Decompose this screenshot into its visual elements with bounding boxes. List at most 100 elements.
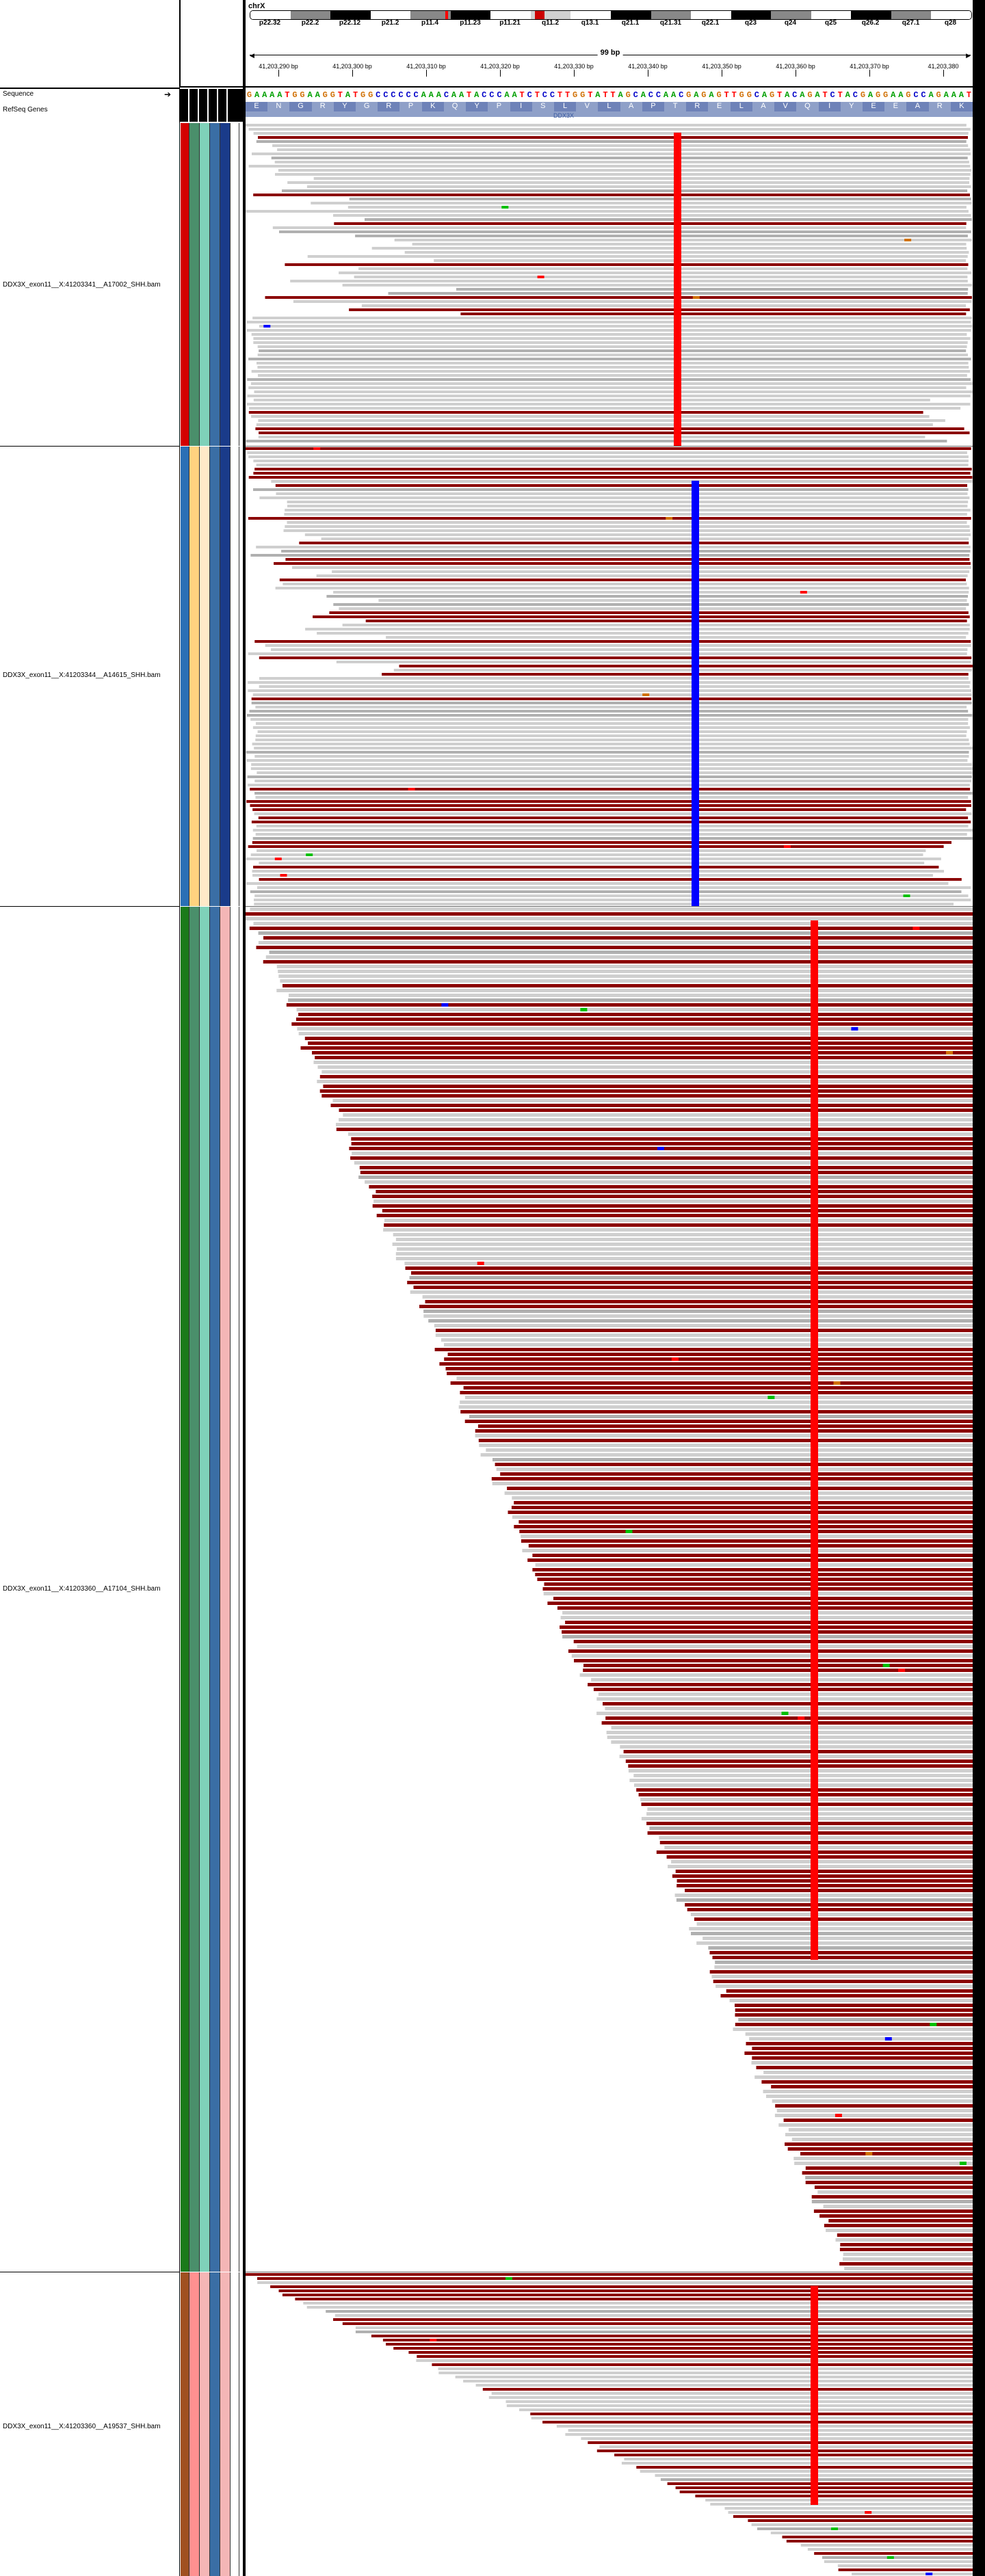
ideogram-band[interactable] <box>410 11 451 19</box>
read <box>274 161 969 163</box>
sequence-base: C <box>633 90 638 100</box>
bam-alignment-track[interactable] <box>246 123 973 446</box>
amino-acid: T <box>664 102 687 111</box>
bam-track-label-1[interactable]: DDX3X_exon11__X:41203341__A17002_SHH.bam <box>3 281 161 289</box>
read <box>628 1769 973 1772</box>
scrollbar[interactable] <box>973 0 985 2576</box>
read <box>776 2109 973 2112</box>
bam-alignment-track[interactable] <box>246 907 973 2272</box>
ideogram-band[interactable] <box>451 11 491 19</box>
ideogram-band[interactable] <box>931 11 971 19</box>
read <box>342 624 970 626</box>
amino-acid: R <box>686 102 709 111</box>
read <box>276 492 968 495</box>
alignment-reads-canvas <box>246 907 973 2270</box>
attribute-color-cell[interactable] <box>181 123 189 446</box>
ideogram-band[interactable] <box>731 11 772 19</box>
refseq-track-label[interactable]: RefSeq Genes <box>3 106 48 114</box>
bam-alignment-track[interactable] <box>246 447 973 906</box>
read-insert <box>695 2495 973 2497</box>
read <box>252 837 973 840</box>
chromosome-ideogram[interactable] <box>250 10 972 20</box>
read <box>306 185 971 188</box>
attribute-color-cell[interactable] <box>210 447 220 906</box>
attribute-color-cell[interactable] <box>210 907 220 2272</box>
read <box>292 566 972 569</box>
attribute-color-cell[interactable] <box>231 2272 239 2576</box>
panel-divider[interactable] <box>243 0 246 2576</box>
read <box>252 693 972 696</box>
read <box>702 1937 973 1940</box>
attribute-color-cell[interactable] <box>181 2272 189 2576</box>
read-insert <box>419 1305 973 1308</box>
amino-acid: P <box>488 102 510 111</box>
ideogram-band[interactable] <box>291 11 331 19</box>
read <box>287 501 969 503</box>
read <box>258 419 945 422</box>
attribute-color-cell[interactable] <box>231 907 239 2272</box>
ideogram-band[interactable] <box>490 11 531 19</box>
read <box>711 1975 973 1978</box>
ideogram-band[interactable] <box>811 11 852 19</box>
data-panel[interactable]: chrX p22.32 p22.2 p22.12 p21.2 p11.4 p11.23 p1… <box>246 0 973 2576</box>
ideogram-band[interactable] <box>891 11 932 19</box>
read <box>824 2560 973 2563</box>
attribute-color-cell[interactable] <box>189 447 200 906</box>
attribute-color-cell[interactable] <box>220 2272 231 2576</box>
read-mismatch <box>477 1262 484 1265</box>
sequence-base: C <box>376 90 381 100</box>
read-insert <box>350 1156 973 1160</box>
attribute-color-cell[interactable] <box>200 123 210 446</box>
bam-track-label-3[interactable]: DDX3X_exon11__X:41203360__A17104_SHH.bam <box>3 1585 161 1593</box>
centromere-marker <box>535 11 544 19</box>
attribute-color-cell[interactable] <box>200 447 210 906</box>
ideogram-band[interactable] <box>851 11 891 19</box>
sequence-track-label[interactable]: Sequence <box>3 90 34 98</box>
attribute-color-cell[interactable] <box>231 447 239 906</box>
attribute-color-cell[interactable] <box>200 907 210 2272</box>
ideogram-band[interactable] <box>611 11 651 19</box>
attribute-color-cell[interactable] <box>220 907 231 2272</box>
attribute-color-cell[interactable] <box>189 2272 200 2576</box>
attribute-sequence-row <box>180 89 243 122</box>
attribute-color-cell[interactable] <box>181 447 189 906</box>
read-insert <box>532 1554 973 1557</box>
ideogram-band[interactable] <box>570 11 611 19</box>
bam-track-label-2[interactable]: DDX3X_exon11__X:41203344__A14615_SHH.bam <box>3 672 161 679</box>
read <box>620 1745 973 1749</box>
read-insert <box>296 1018 973 1021</box>
attribute-color-cell[interactable] <box>220 447 231 906</box>
ruler-tick-label: 41,203,320 bp <box>480 63 520 70</box>
strand-arrow-icon[interactable]: ➔ <box>164 90 172 99</box>
read-insert <box>593 1688 973 1691</box>
ideogram-band[interactable] <box>651 11 692 19</box>
read-insert <box>712 1956 973 1959</box>
attribute-color-cell[interactable] <box>210 123 220 446</box>
read-insert <box>667 2482 973 2485</box>
attribute-color-cell[interactable] <box>189 123 200 446</box>
ideogram-band[interactable] <box>371 11 411 19</box>
ideogram-band[interactable] <box>250 11 291 19</box>
attribute-color-cell[interactable] <box>220 123 231 446</box>
bam-track-label-4[interactable]: DDX3X_exon11__X:41203360__A19537_SHH.bam <box>3 2423 161 2430</box>
read-insert <box>588 2441 973 2444</box>
attribute-color-cell[interactable] <box>181 907 189 2272</box>
sequence-base: A <box>663 90 669 100</box>
read-insert <box>557 1606 973 1610</box>
attribute-color-cell[interactable] <box>210 2272 220 2576</box>
attribute-color-cell[interactable] <box>231 123 239 446</box>
ideogram-band[interactable] <box>771 11 811 19</box>
attribute-color-cell[interactable] <box>189 907 200 2272</box>
bam-alignment-track[interactable] <box>246 2272 973 2576</box>
read-insert <box>365 620 967 622</box>
ideogram-band[interactable] <box>330 11 371 19</box>
read-insert <box>351 1137 973 1141</box>
read <box>247 378 971 381</box>
read-insert <box>312 1051 973 1054</box>
read <box>671 1860 973 1863</box>
attribute-color-cell[interactable] <box>200 2272 210 2576</box>
read-insert <box>413 1286 973 1289</box>
chromosome-name[interactable]: chrX <box>248 2 265 10</box>
ideogram-band[interactable] <box>691 11 731 19</box>
